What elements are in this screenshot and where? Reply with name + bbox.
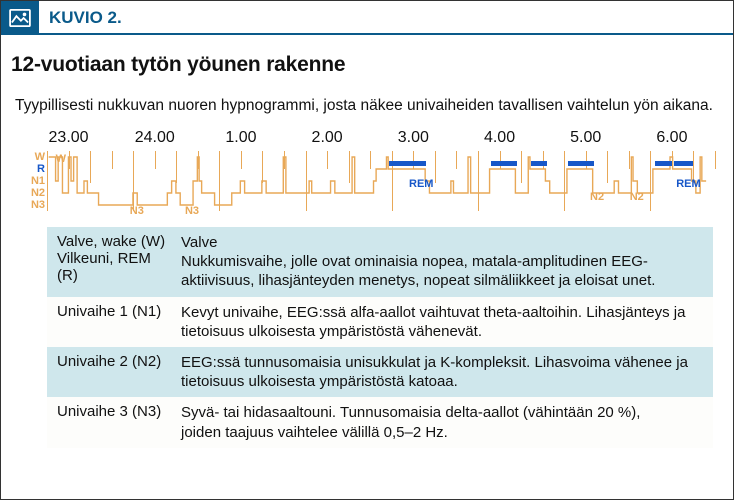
figure-label: KUVIO 2. xyxy=(39,1,140,35)
stage-label: N3 xyxy=(23,199,45,211)
table-cell-desc: Valve Nukkumisvaihe, jolle ovat ominaisi… xyxy=(177,227,713,297)
figure-subtitle: Tyypillisesti nukkuvan nuoren hypnogramm… xyxy=(1,81,733,125)
time-label: 6.00 xyxy=(656,129,687,147)
time-label: 1.00 xyxy=(225,129,256,147)
rem-segment xyxy=(568,161,594,166)
table-cell-term: Valve, wake (W) Vilkeuni, REM (R) xyxy=(47,227,177,297)
hypnogram-chart: 23.0024.001.002.003.004.005.006.00 WRN1N… xyxy=(21,129,713,219)
time-label: 23.00 xyxy=(49,129,89,147)
rem-segment xyxy=(389,161,426,166)
table-row: Univaihe 1 (N1)Kevyt univaihe, EEG:ssä a… xyxy=(47,297,713,347)
stage-label: N2 xyxy=(23,187,45,199)
time-label: 3.00 xyxy=(398,129,429,147)
table-cell-term: Univaihe 1 (N1) xyxy=(47,297,177,347)
stage-axis: WRN1N2N3 xyxy=(23,151,45,211)
time-axis: 23.00 24.00 1.00 2.00 3.00 4.00 5.00 6.00 xyxy=(47,129,713,151)
chart-annotation: W xyxy=(56,153,66,165)
image-icon xyxy=(1,1,39,35)
chart-annotation: N2 xyxy=(630,191,644,203)
chart-annotation: REM xyxy=(409,178,433,190)
chart-area: WRN1N2N3 WN3N3REMN2N2REM xyxy=(47,151,713,211)
rem-segment xyxy=(531,161,547,166)
table-cell-desc: EEG:ssä tunnusomaisia unisukkulat ja K-k… xyxy=(177,347,713,397)
table-cell-term: Univaihe 2 (N2) xyxy=(47,347,177,397)
time-label: 4.00 xyxy=(484,129,515,147)
time-label: 24.00 xyxy=(135,129,175,147)
stage-label: N1 xyxy=(23,175,45,187)
chart-annotation: N3 xyxy=(130,205,144,217)
table-cell-term: Univaihe 3 (N3) xyxy=(47,397,177,447)
table-row: Univaihe 2 (N2)EEG:ssä tunnusomaisia uni… xyxy=(47,347,713,397)
rem-segment xyxy=(491,161,517,166)
chart-annotation: N2 xyxy=(590,191,604,203)
time-label: 2.00 xyxy=(312,129,343,147)
rem-segment xyxy=(655,161,672,166)
table-row: Univaihe 3 (N3)Syvä- tai hidasaaltouni. … xyxy=(47,397,713,447)
legend-table: Valve, wake (W) Vilkeuni, REM (R)Valve N… xyxy=(47,227,713,448)
chart-annotation: REM xyxy=(676,178,700,190)
chart-annotation: N3 xyxy=(185,205,199,217)
table-row: Valve, wake (W) Vilkeuni, REM (R)Valve N… xyxy=(47,227,713,297)
stage-label: W xyxy=(23,151,45,163)
figure-title: 12-vuotiaan tytön yöunen rakenne xyxy=(1,35,733,81)
time-label: 5.00 xyxy=(570,129,601,147)
table-cell-desc: Kevyt univaihe, EEG:ssä alfa-aallot vaih… xyxy=(177,297,713,347)
figure-header: KUVIO 2. xyxy=(1,1,733,35)
rem-segment xyxy=(674,161,693,166)
table-cell-desc: Syvä- tai hidasaaltouni. Tunnusomaisia d… xyxy=(177,397,713,447)
stage-label: R xyxy=(23,163,45,175)
